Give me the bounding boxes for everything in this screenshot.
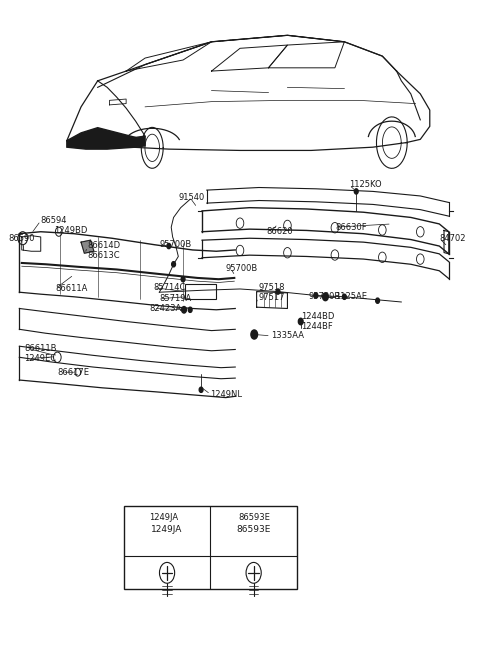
Text: 1335AA: 1335AA [271,331,304,340]
Text: 86593E: 86593E [237,525,271,534]
Polygon shape [67,128,136,146]
Text: 95700B: 95700B [159,240,192,249]
Text: 86611A: 86611A [55,285,87,293]
Text: 86617E: 86617E [57,368,89,377]
Text: 1249JA: 1249JA [151,525,183,534]
Text: 95700B: 95700B [309,293,341,301]
Text: 85714C: 85714C [154,283,186,292]
Text: 86590: 86590 [9,234,35,243]
Text: 82423A: 82423A [150,304,182,313]
Text: 86611B: 86611B [24,344,57,354]
Bar [124,506,297,590]
Text: 86630F: 86630F [335,222,367,232]
Circle shape [167,243,171,249]
Circle shape [181,306,186,313]
Text: 1244BF: 1244BF [301,321,333,331]
Circle shape [299,318,303,325]
Circle shape [276,289,280,294]
Circle shape [323,293,328,300]
Text: 97517: 97517 [258,293,285,302]
Text: 86613C: 86613C [87,251,120,260]
Text: 1125AE: 1125AE [335,293,367,301]
Circle shape [354,189,358,194]
Circle shape [376,298,380,303]
Text: 86614D: 86614D [87,241,120,250]
Text: 86593E: 86593E [238,514,270,522]
Circle shape [188,307,192,312]
Text: 1249NL: 1249NL [211,390,242,399]
Text: 91540: 91540 [179,194,204,203]
Text: 1249BD: 1249BD [54,226,87,235]
Text: 86620: 86620 [266,227,293,236]
Polygon shape [67,136,145,149]
Circle shape [181,277,185,282]
Text: 1249EC: 1249EC [24,354,56,363]
Circle shape [251,330,258,339]
Polygon shape [81,240,94,253]
Text: 85719A: 85719A [159,295,192,303]
Text: 95700B: 95700B [226,264,258,273]
Text: 86594: 86594 [41,216,67,225]
Text: 97518: 97518 [258,283,285,292]
Circle shape [199,387,203,392]
Bar [185,285,216,298]
Text: 1125KO: 1125KO [349,180,382,190]
Text: 1244BD: 1244BD [301,312,334,321]
Circle shape [314,293,318,298]
Circle shape [342,294,346,299]
Text: 84702: 84702 [439,234,466,243]
Text: 1249JA: 1249JA [150,514,179,522]
Circle shape [172,262,176,267]
